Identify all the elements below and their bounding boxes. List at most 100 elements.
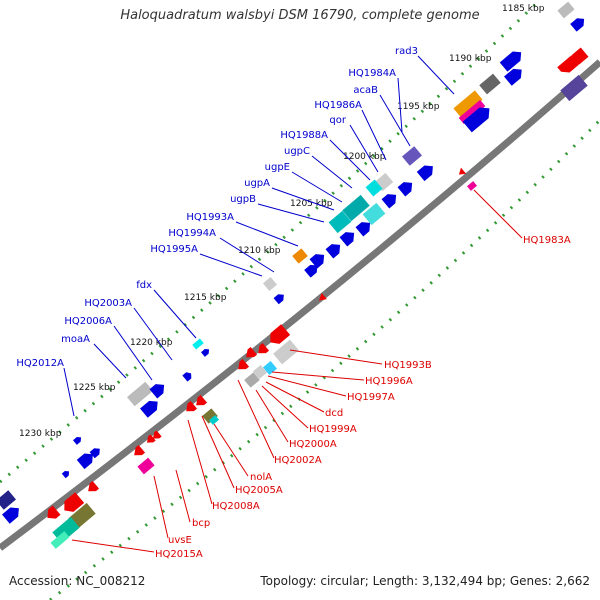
gene-feature[interactable] [262,276,278,292]
gene-feature[interactable] [309,250,328,269]
gene-label-hq2006a[interactable]: HQ2006A [64,316,112,327]
gene-feature[interactable] [131,444,146,459]
gene-feature[interactable] [557,1,575,19]
gene-feature[interactable] [137,457,155,475]
gene-label-hq1995a[interactable]: HQ1995A [150,244,198,255]
gene-feature[interactable] [560,74,588,102]
gene-feature[interactable] [202,408,218,424]
gene-feature[interactable] [570,15,587,32]
gene-feature[interactable] [262,360,278,376]
gene-label-hq2015a[interactable]: HQ2015A [155,549,203,560]
gene-feature[interactable] [355,218,374,237]
gene-label-acab[interactable]: acaB [353,85,378,96]
gene-feature[interactable] [244,372,260,388]
gene-feature[interactable] [150,430,162,441]
gene-feature[interactable] [255,342,270,357]
genome-backbone [0,59,600,551]
gene-feature[interactable] [273,292,287,305]
gene-label-bcp[interactable]: bcp [192,518,210,529]
gene-label-qor[interactable]: qor [329,115,346,126]
gene-feature[interactable] [467,181,477,191]
gene-label-ugpc[interactable]: ugpC [284,146,310,157]
gene-feature[interactable] [73,435,83,445]
leader-line [153,289,197,339]
gene-feature[interactable] [479,73,501,95]
gene-feature[interactable] [201,347,211,357]
gene-feature[interactable] [273,339,299,365]
gene-label-hq1986a[interactable]: HQ1986A [314,100,362,111]
gene-feature[interactable] [365,179,383,197]
leader-line [187,419,213,505]
gene-feature[interactable] [76,450,97,470]
gene-label-hq1997a[interactable]: HQ1997A [347,392,395,403]
gene-label-rad3[interactable]: rad3 [395,46,418,57]
gene-feature[interactable] [316,293,327,304]
gene-label-fdx[interactable]: fdx [136,280,152,291]
gene-label-hq1994a[interactable]: HQ1994A [168,228,216,239]
gene-feature[interactable] [397,178,416,197]
gene-feature[interactable] [149,380,168,399]
gene-feature[interactable] [192,338,204,350]
gene-feature[interactable] [568,47,589,68]
gene-feature[interactable] [182,370,193,382]
gene-feature[interactable] [235,358,250,373]
gene-label-hq1984a[interactable]: HQ1984A [348,68,396,79]
gene-label-hq2005a[interactable]: HQ2005A [235,485,283,496]
gene-feature[interactable] [325,240,344,259]
gene-feature[interactable] [183,400,198,415]
gene-feature[interactable] [266,324,291,348]
gene-label-hq1993b[interactable]: HQ1993B [384,360,432,371]
gene-feature[interactable] [304,262,320,278]
gene-label-ugpa[interactable]: ugpA [244,178,270,189]
gene-feature[interactable] [458,99,486,125]
gene-label-hq2002a[interactable]: HQ2002A [274,455,322,466]
gene-feature[interactable] [209,415,219,425]
gene-feature[interactable] [339,228,358,247]
gene-feature[interactable] [499,48,525,72]
gene-feature[interactable] [50,531,70,549]
gene-label-hq1999a[interactable]: HQ1999A [309,424,357,435]
gene-feature[interactable] [342,194,370,222]
gene-feature[interactable] [193,394,208,409]
gene-feature[interactable] [453,90,483,118]
gene-feature[interactable] [60,492,85,516]
gene-label-hq2000a[interactable]: HQ2000A [289,439,337,450]
reverse-leaders [71,189,523,553]
gene-feature[interactable] [328,210,352,234]
gene-feature[interactable] [61,469,71,479]
gene-label-hq1988a[interactable]: HQ1988A [280,130,328,141]
gene-feature[interactable] [0,490,16,510]
gene-feature[interactable] [416,162,437,182]
gene-feature[interactable] [85,480,100,495]
gene-feature[interactable] [456,167,467,178]
gene-feature[interactable] [402,146,422,166]
gene-label-hq1996a[interactable]: HQ1996A [365,376,413,387]
gene-label-uvse[interactable]: uvsE [168,535,192,546]
gene-label-ugpe[interactable]: ugpE [265,162,290,173]
gene-feature[interactable] [243,346,258,361]
gene-label-hq2003a[interactable]: HQ2003A [84,298,132,309]
gene-label-dcd[interactable]: dcd [325,408,343,419]
gene-feature[interactable] [462,103,494,133]
gene-feature[interactable] [2,504,23,524]
leader-line [291,171,343,203]
gene-label-ugpb[interactable]: ugpB [230,194,256,205]
gene-feature[interactable] [140,397,162,418]
gene-label-hq1993a[interactable]: HQ1993A [186,212,234,223]
gene-label-hq2008a[interactable]: HQ2008A [212,501,260,512]
gene-label-moaa[interactable]: moaA [61,334,90,345]
gene-label-nola[interactable]: nolA [250,472,272,483]
gene-feature[interactable] [126,381,154,407]
gene-feature[interactable] [252,364,268,380]
gene-feature[interactable] [44,505,61,523]
gene-label-hq1983a[interactable]: HQ1983A [523,235,571,246]
leader-line [201,415,235,489]
scale-label: 1185 kbp [502,4,545,14]
gene-feature[interactable] [144,434,156,445]
gene-feature[interactable] [504,65,526,86]
gene-feature[interactable] [89,446,103,459]
gene-label-hq2012a[interactable]: HQ2012A [16,358,64,369]
gene-feature[interactable] [292,248,308,264]
gene-feature[interactable] [381,190,400,209]
gene-feature[interactable] [362,202,386,226]
